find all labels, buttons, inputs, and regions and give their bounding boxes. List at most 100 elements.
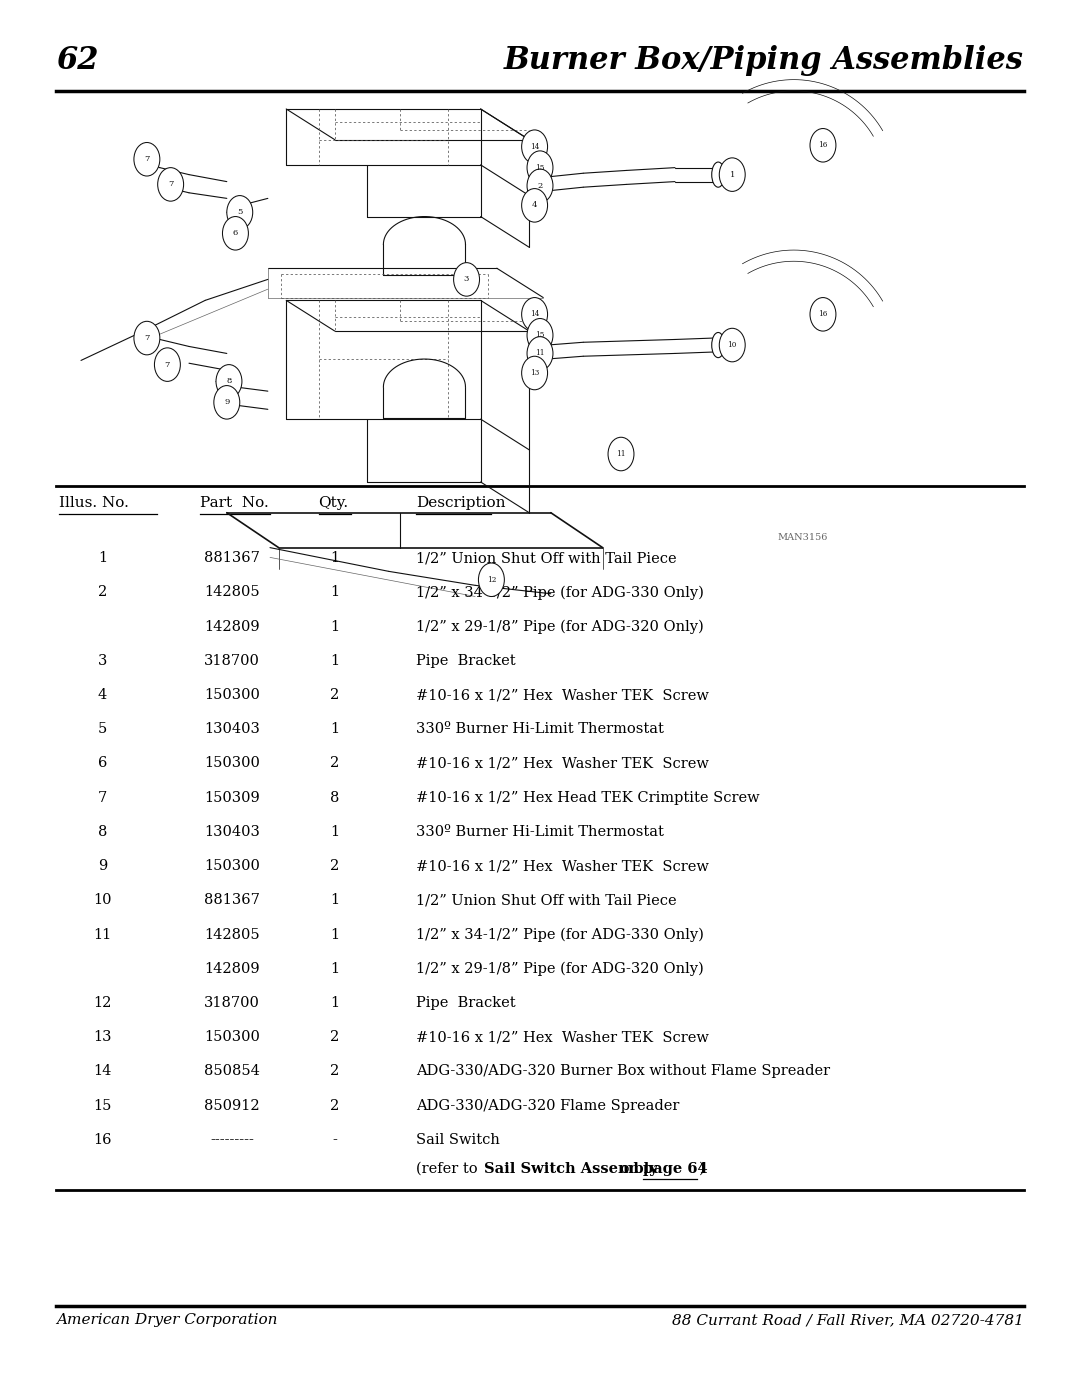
Text: 850912: 850912: [204, 1098, 260, 1113]
Text: 150300: 150300: [204, 687, 260, 703]
Text: 9: 9: [225, 398, 229, 407]
Text: 88 Currant Road / Fall River, MA 02720-4781: 88 Currant Road / Fall River, MA 02720-4…: [672, 1313, 1024, 1327]
Text: 2: 2: [98, 585, 107, 599]
Text: 10: 10: [728, 341, 737, 349]
Text: 1: 1: [330, 585, 339, 599]
Text: 5: 5: [238, 208, 242, 217]
Text: 2: 2: [330, 687, 339, 703]
Text: ---------: ---------: [211, 1133, 254, 1147]
Text: 318700: 318700: [204, 654, 260, 668]
Text: 330º Burner Hi-Limit Thermostat: 330º Burner Hi-Limit Thermostat: [416, 824, 664, 840]
Text: 14: 14: [93, 1065, 112, 1078]
Text: 14: 14: [530, 142, 539, 151]
Text: 1: 1: [730, 170, 734, 179]
Text: 150309: 150309: [204, 791, 260, 805]
Text: 4: 4: [98, 687, 107, 703]
Text: 11: 11: [536, 349, 544, 358]
Text: #10-16 x 1/2” Hex Head TEK Crimptite Screw: #10-16 x 1/2” Hex Head TEK Crimptite Scr…: [416, 791, 759, 805]
Text: 150300: 150300: [204, 859, 260, 873]
Text: 3: 3: [464, 275, 469, 284]
Text: 7: 7: [98, 791, 107, 805]
Text: 142809: 142809: [204, 961, 260, 977]
Text: 130403: 130403: [204, 824, 260, 840]
Circle shape: [527, 151, 553, 184]
Text: 15: 15: [536, 331, 544, 339]
Text: 2: 2: [330, 1030, 339, 1045]
Text: 7: 7: [165, 360, 170, 369]
Text: 881367: 881367: [204, 893, 260, 908]
Text: 1/2” x 34-1/2” Pipe (for ADG-330 Only): 1/2” x 34-1/2” Pipe (for ADG-330 Only): [416, 928, 704, 942]
Text: Qty.: Qty.: [319, 496, 349, 510]
Text: 1: 1: [330, 996, 339, 1010]
Text: 16: 16: [819, 310, 827, 319]
Circle shape: [154, 348, 180, 381]
Circle shape: [810, 129, 836, 162]
Text: 1: 1: [330, 928, 339, 942]
Circle shape: [810, 298, 836, 331]
Text: 1/2” Union Shut Off with Tail Piece: 1/2” Union Shut Off with Tail Piece: [416, 893, 676, 908]
Circle shape: [214, 386, 240, 419]
Text: 10: 10: [93, 893, 112, 908]
Text: 1: 1: [330, 654, 339, 668]
Text: 1: 1: [330, 893, 339, 908]
Text: 13: 13: [93, 1030, 112, 1045]
Text: 1: 1: [330, 619, 339, 634]
Text: Sail Switch Assembly: Sail Switch Assembly: [484, 1162, 658, 1176]
Text: 7: 7: [145, 334, 149, 342]
Text: Description: Description: [416, 496, 505, 510]
Text: MAN3156: MAN3156: [778, 534, 828, 542]
Text: 1/2” Union Shut Off with Tail Piece: 1/2” Union Shut Off with Tail Piece: [416, 550, 676, 566]
Text: Pipe  Bracket: Pipe Bracket: [416, 996, 515, 1010]
Text: #10-16 x 1/2” Hex  Washer TEK  Screw: #10-16 x 1/2” Hex Washer TEK Screw: [416, 859, 708, 873]
Text: 7: 7: [145, 155, 149, 163]
Circle shape: [227, 196, 253, 229]
Text: 142805: 142805: [204, 928, 260, 942]
Circle shape: [216, 365, 242, 398]
Text: 142809: 142809: [204, 619, 260, 634]
Text: 2: 2: [330, 1065, 339, 1078]
Circle shape: [454, 263, 480, 296]
Circle shape: [608, 437, 634, 471]
Circle shape: [719, 328, 745, 362]
Text: on: on: [616, 1162, 644, 1176]
Text: 150300: 150300: [204, 1030, 260, 1045]
Text: 13: 13: [530, 369, 539, 377]
Text: #10-16 x 1/2” Hex  Washer TEK  Screw: #10-16 x 1/2” Hex Washer TEK Screw: [416, 756, 708, 771]
Circle shape: [522, 130, 548, 163]
Text: 11: 11: [94, 928, 111, 942]
Text: 1: 1: [330, 824, 339, 840]
Text: 9: 9: [98, 859, 107, 873]
Circle shape: [527, 169, 553, 203]
Text: 5: 5: [98, 722, 107, 736]
Text: Sail Switch: Sail Switch: [416, 1133, 500, 1147]
Circle shape: [522, 298, 548, 331]
Circle shape: [522, 189, 548, 222]
Text: 7: 7: [168, 180, 173, 189]
Text: 12: 12: [93, 996, 112, 1010]
Circle shape: [158, 168, 184, 201]
Circle shape: [478, 563, 504, 597]
Text: (refer to: (refer to: [416, 1162, 482, 1176]
Text: 15: 15: [536, 163, 544, 172]
Text: 130403: 130403: [204, 722, 260, 736]
Circle shape: [719, 158, 745, 191]
Circle shape: [527, 337, 553, 370]
Text: 1/2” x 29-1/8” Pipe (for ADG-320 Only): 1/2” x 29-1/8” Pipe (for ADG-320 Only): [416, 961, 703, 977]
Text: 330º Burner Hi-Limit Thermostat: 330º Burner Hi-Limit Thermostat: [416, 722, 664, 736]
Ellipse shape: [712, 332, 725, 358]
Text: 150300: 150300: [204, 756, 260, 771]
Text: ADG-330/ADG-320 Flame Spreader: ADG-330/ADG-320 Flame Spreader: [416, 1098, 679, 1113]
Text: Part  No.: Part No.: [200, 496, 269, 510]
Text: 1: 1: [330, 550, 339, 566]
Text: 15: 15: [93, 1098, 112, 1113]
Text: Pipe  Bracket: Pipe Bracket: [416, 654, 515, 668]
Text: 850854: 850854: [204, 1065, 260, 1078]
Text: 2: 2: [330, 756, 339, 771]
Text: 3: 3: [98, 654, 107, 668]
Text: 11: 11: [617, 450, 625, 458]
Text: 62: 62: [56, 45, 98, 75]
Text: 2: 2: [330, 859, 339, 873]
Text: 16: 16: [93, 1133, 112, 1147]
Text: 8: 8: [330, 791, 339, 805]
Text: 142805: 142805: [204, 585, 260, 599]
